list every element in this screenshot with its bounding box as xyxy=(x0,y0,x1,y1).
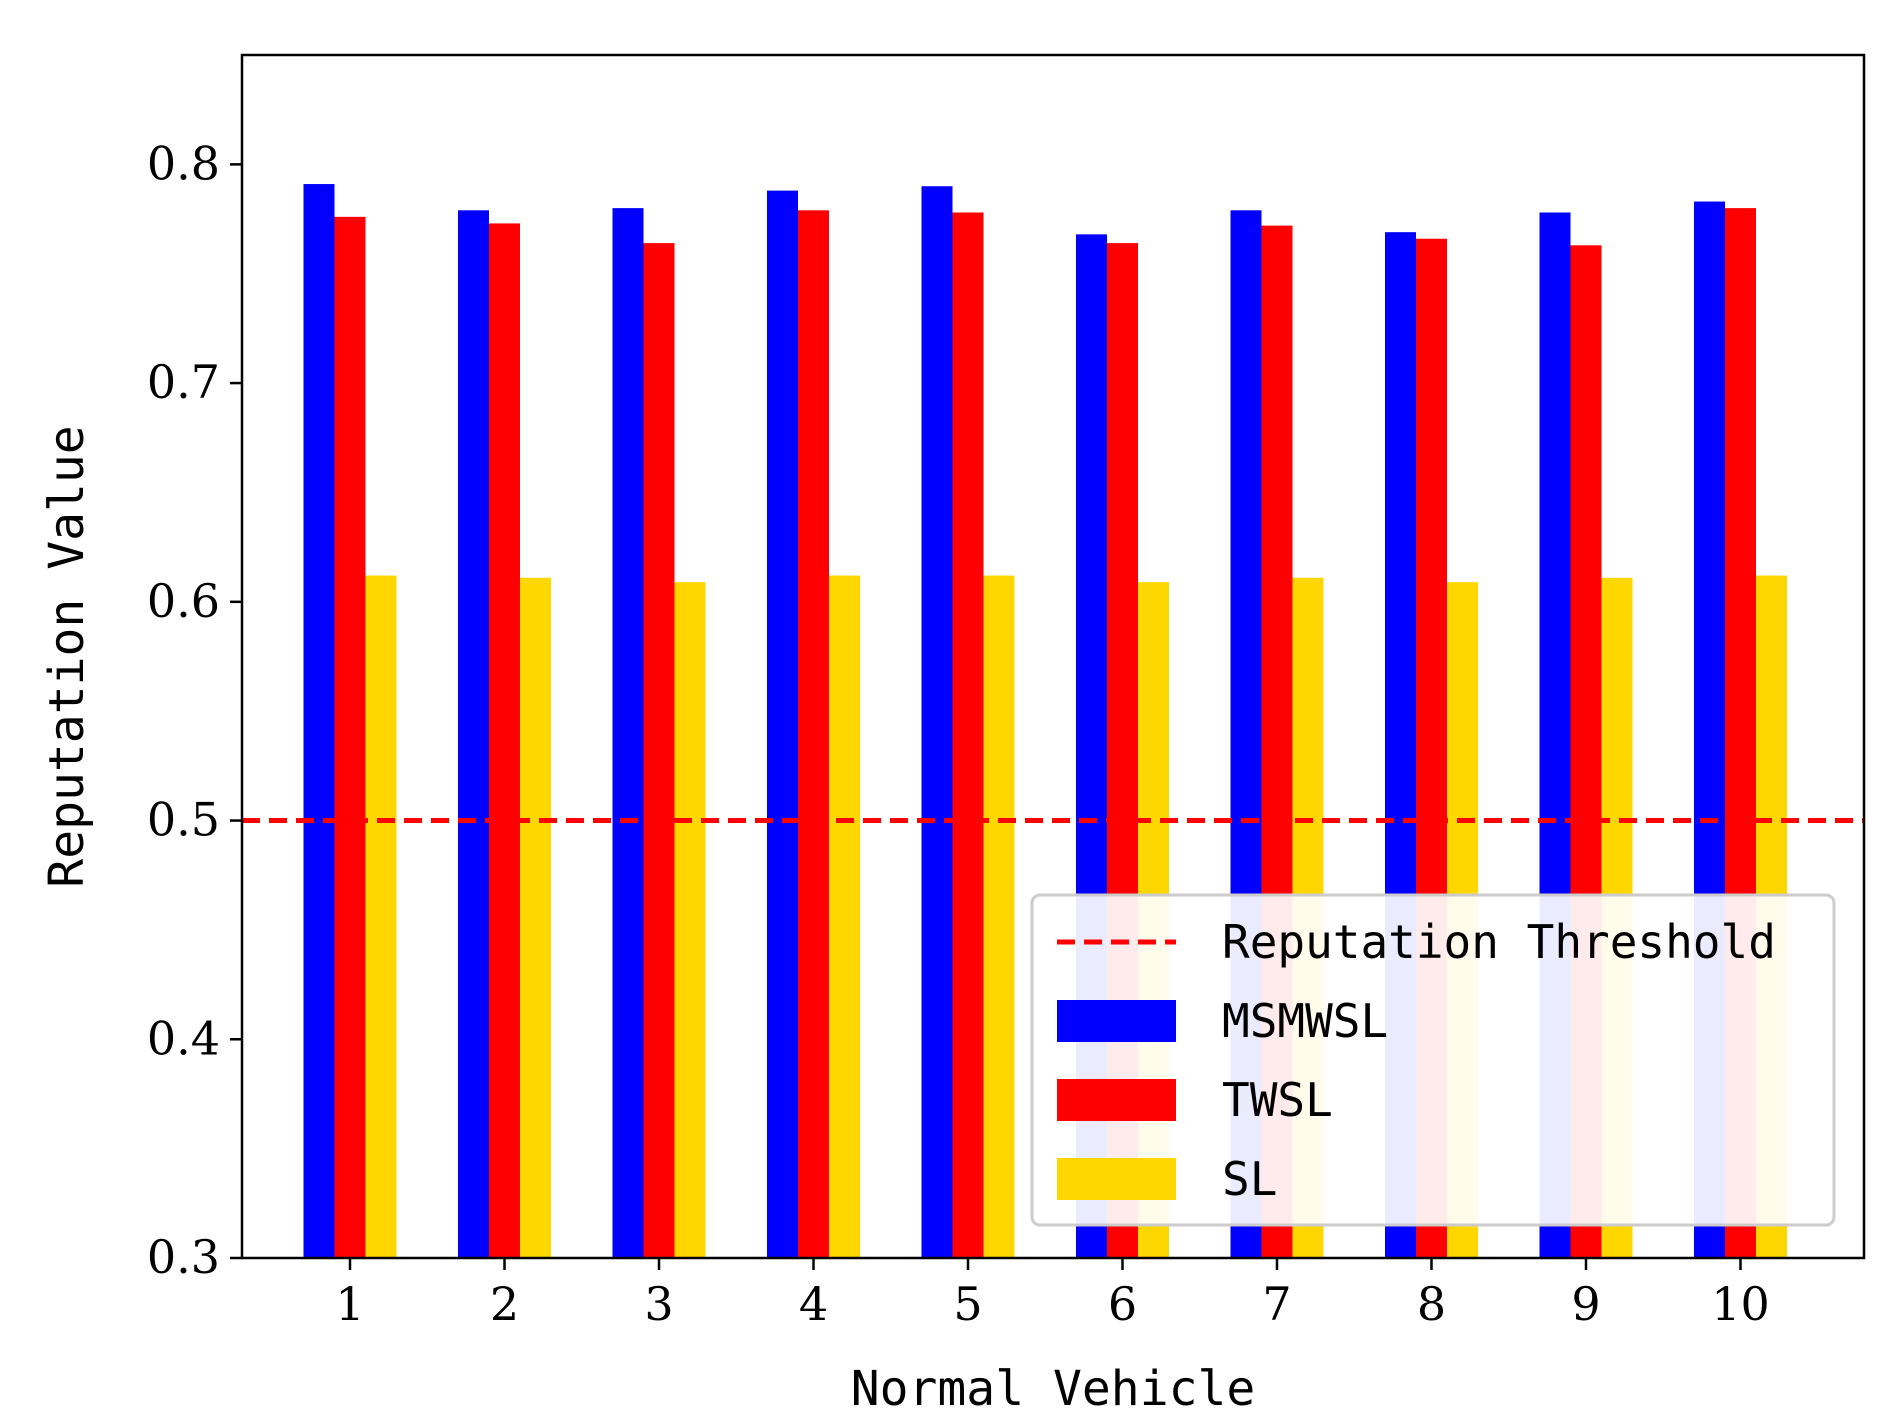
y-tick-label: 0.8 xyxy=(147,136,220,190)
x-tick-label: 7 xyxy=(1262,1277,1291,1331)
y-axis-label: Reputation Value xyxy=(39,425,95,887)
bar-twsl-2 xyxy=(489,223,520,1258)
legend-label-twsl: TWSL xyxy=(1222,1073,1333,1127)
x-tick-label: 9 xyxy=(1571,1277,1600,1331)
x-axis-label: Normal Vehicle xyxy=(851,1361,1256,1417)
x-tick-label: 6 xyxy=(1108,1277,1137,1331)
bar-sl-4 xyxy=(829,575,860,1258)
y-tick-label: 0.7 xyxy=(147,355,220,409)
bar-sl-2 xyxy=(520,577,551,1258)
legend-label-msmwsl: MSMWSL xyxy=(1222,994,1388,1048)
bar-msmwsl-3 xyxy=(612,208,644,1258)
y-tick-label: 0.5 xyxy=(147,793,220,847)
x-tick-label: 3 xyxy=(644,1277,673,1331)
x-tick-label: 10 xyxy=(1711,1277,1770,1331)
bar-sl-5 xyxy=(983,575,1015,1258)
legend-swatch-sl xyxy=(1057,1158,1176,1200)
bar-msmwsl-4 xyxy=(767,190,798,1258)
bar-msmwsl-2 xyxy=(458,210,489,1258)
y-tick-label: 0.3 xyxy=(147,1230,220,1284)
legend-label-sl: SL xyxy=(1222,1152,1277,1206)
bar-sl-1 xyxy=(365,575,397,1258)
x-tick-label: 8 xyxy=(1417,1277,1446,1331)
bar-twsl-1 xyxy=(334,216,366,1259)
x-tick-label: 5 xyxy=(953,1277,982,1331)
y-tick-label: 0.4 xyxy=(147,1011,220,1065)
legend: Reputation Threshold MSMWSL TWSL SL xyxy=(1030,893,1836,1227)
axes: 0.3 0.4 0.5 0.6 0.7 0.8 1 2 3 4 5 6 7 8 9 10 Normal Vehi… xyxy=(39,53,1866,1417)
plot-frame xyxy=(240,53,1866,1260)
legend-swatch-twsl xyxy=(1057,1079,1176,1121)
bar-msmwsl-1 xyxy=(303,184,335,1259)
bar-sl-3 xyxy=(674,582,706,1258)
legend-box xyxy=(1030,893,1836,1227)
bar-msmwsl-5 xyxy=(921,186,953,1259)
legend-label-threshold: Reputation Threshold xyxy=(1222,915,1776,969)
bar-twsl-3 xyxy=(643,243,675,1258)
x-tick-label: 2 xyxy=(490,1277,519,1331)
y-tick-label: 0.6 xyxy=(147,574,220,628)
legend-swatch-msmwsl xyxy=(1057,1000,1176,1042)
bar-twsl-4 xyxy=(798,210,829,1258)
plot-area xyxy=(242,184,1864,1259)
x-tick-label: 4 xyxy=(799,1277,828,1331)
x-tick-label: 1 xyxy=(335,1277,364,1331)
bar-twsl-5 xyxy=(952,212,984,1258)
